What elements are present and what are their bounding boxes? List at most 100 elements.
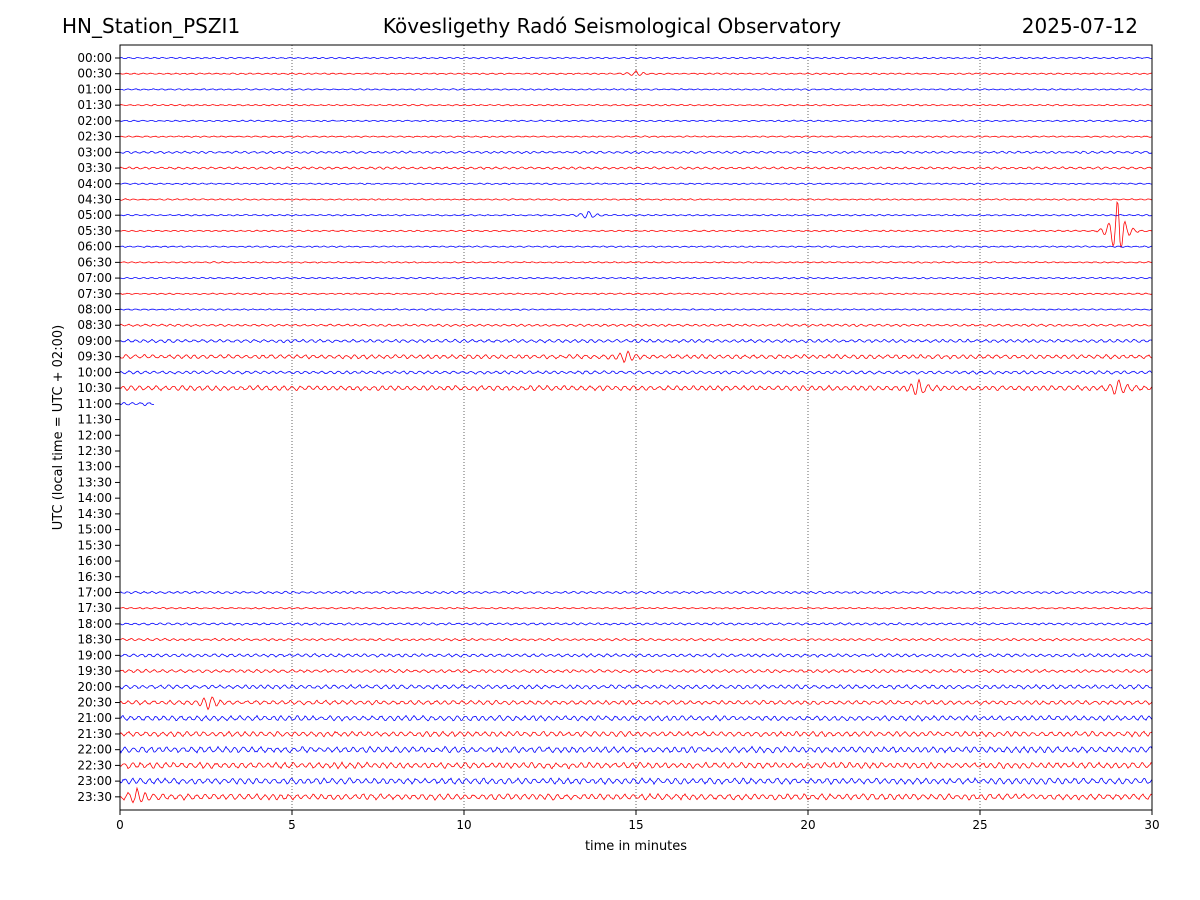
trace-06:00: [119, 245, 1153, 248]
y-tick-label-10:30: 10:30: [77, 381, 112, 395]
y-tick-label-00:00: 00:00: [77, 51, 112, 65]
y-tick-label-09:00: 09:00: [77, 334, 112, 348]
y-tick-label-11:30: 11:30: [77, 413, 112, 427]
trace-01:30: [119, 103, 1153, 107]
trace-06:30: [119, 261, 1153, 264]
y-tick-label-15:00: 15:00: [77, 523, 112, 537]
trace-23:30: [120, 786, 1153, 804]
y-tick-label-02:00: 02:00: [77, 114, 112, 128]
trace-layer: [119, 56, 1153, 804]
trace-09:30: [119, 350, 1153, 364]
trace-00:00: [119, 56, 1153, 60]
x-axis-label: time in minutes: [585, 839, 687, 854]
y-tick-label-17:00: 17:00: [77, 585, 112, 599]
x-tick-label-15: 15: [628, 818, 643, 832]
x-tick-label-20: 20: [800, 818, 815, 832]
y-tick-label-04:30: 04:30: [77, 192, 112, 206]
chart-date: 2025-07-12: [1021, 14, 1138, 38]
trace-17:00: [119, 590, 1153, 595]
y-tick-label-10:00: 10:00: [77, 365, 112, 379]
y-tick-label-22:00: 22:00: [77, 743, 112, 757]
y-tick-label-06:00: 06:00: [77, 240, 112, 254]
x-tick-label-25: 25: [972, 818, 987, 832]
y-tick-label-14:00: 14:00: [77, 491, 112, 505]
y-tick-label-09:30: 09:30: [77, 350, 112, 364]
x-tick-label-0: 0: [116, 818, 124, 832]
y-tick-label-17:30: 17:30: [77, 601, 112, 615]
x-tick-label-5: 5: [288, 818, 296, 832]
trace-10:00: [119, 370, 1153, 375]
y-tick-label-16:00: 16:00: [77, 554, 112, 568]
y-tick-label-23:30: 23:30: [77, 790, 112, 804]
trace-05:30: [119, 200, 1152, 248]
trace-19:00: [119, 652, 1153, 658]
y-tick-label-07:30: 07:30: [77, 287, 112, 301]
trace-23:00: [119, 777, 1153, 786]
y-tick-label-23:00: 23:00: [77, 774, 112, 788]
trace-20:00: [119, 683, 1153, 690]
x-tick-label-30: 30: [1144, 818, 1159, 832]
trace-10:30: [119, 378, 1153, 395]
trace-19:30: [119, 668, 1153, 674]
chart-title: Kövesligethy Radó Seismological Observat…: [382, 14, 842, 38]
y-tick-label-18:00: 18:00: [77, 617, 112, 631]
trace-07:00: [120, 276, 1153, 280]
y-tick-label-08:30: 08:30: [77, 318, 112, 332]
trace-02:30: [119, 135, 1153, 138]
y-tick-label-22:30: 22:30: [77, 758, 112, 772]
trace-02:00: [119, 119, 1153, 123]
y-tick-label-14:30: 14:30: [77, 507, 112, 521]
x-tick-label-10: 10: [456, 818, 471, 832]
trace-22:30: [119, 761, 1153, 770]
trace-08:30: [119, 323, 1153, 327]
y-tick-label-19:30: 19:30: [77, 664, 112, 678]
trace-09:00: [119, 338, 1153, 344]
y-tick-label-07:00: 07:00: [77, 271, 112, 285]
trace-11:00: [119, 402, 155, 407]
trace-08:00: [119, 308, 1153, 311]
y-tick-label-03:00: 03:00: [77, 145, 112, 159]
y-tick-label-12:30: 12:30: [77, 444, 112, 458]
trace-22:00: [119, 745, 1153, 754]
trace-05:00: [119, 211, 1153, 219]
trace-20:30: [119, 696, 1153, 711]
trace-03:30: [119, 166, 1153, 170]
y-tick-label-18:30: 18:30: [77, 633, 112, 647]
y-tick-label-21:00: 21:00: [77, 711, 112, 725]
y-tick-label-13:00: 13:00: [77, 460, 112, 474]
y-tick-label-01:00: 01:00: [77, 82, 112, 96]
y-tick-label-20:30: 20:30: [77, 696, 112, 710]
station-name: HN_Station_PSZI1: [62, 14, 241, 38]
y-tick-label-06:30: 06:30: [77, 255, 112, 269]
trace-21:00: [119, 714, 1153, 722]
y-tick-label-12:00: 12:00: [77, 428, 112, 442]
y-tick-label-21:30: 21:30: [77, 727, 112, 741]
y-tick-label-16:30: 16:30: [77, 570, 112, 584]
trace-17:30: [119, 606, 1153, 610]
y-tick-label-03:30: 03:30: [77, 161, 112, 175]
y-tick-label-00:30: 00:30: [77, 67, 112, 81]
y-tick-label-15:30: 15:30: [77, 538, 112, 552]
y-tick-label-19:00: 19:00: [77, 648, 112, 662]
y-tick-label-04:00: 04:00: [77, 177, 112, 191]
y-tick-label-02:30: 02:30: [77, 130, 112, 144]
trace-07:30: [119, 292, 1153, 296]
y-tick-label-13:30: 13:30: [77, 475, 112, 489]
y-tick-label-08:00: 08:00: [77, 303, 112, 317]
y-axis-label: UTC (local time = UTC + 02:00): [51, 325, 66, 530]
trace-03:00: [119, 150, 1153, 155]
trace-04:00: [119, 182, 1153, 186]
y-tick-label-20:00: 20:00: [77, 680, 112, 694]
trace-18:30: [119, 637, 1153, 642]
trace-21:30: [119, 730, 1153, 738]
trace-01:00: [120, 88, 1153, 91]
y-tick-label-01:30: 01:30: [77, 98, 112, 112]
trace-00:30: [120, 69, 1153, 76]
trace-18:00: [119, 622, 1153, 626]
y-tick-label-11:00: 11:00: [77, 397, 112, 411]
y-tick-label-05:00: 05:00: [77, 208, 112, 222]
trace-04:30: [119, 198, 1153, 201]
y-tick-label-05:30: 05:30: [77, 224, 112, 238]
